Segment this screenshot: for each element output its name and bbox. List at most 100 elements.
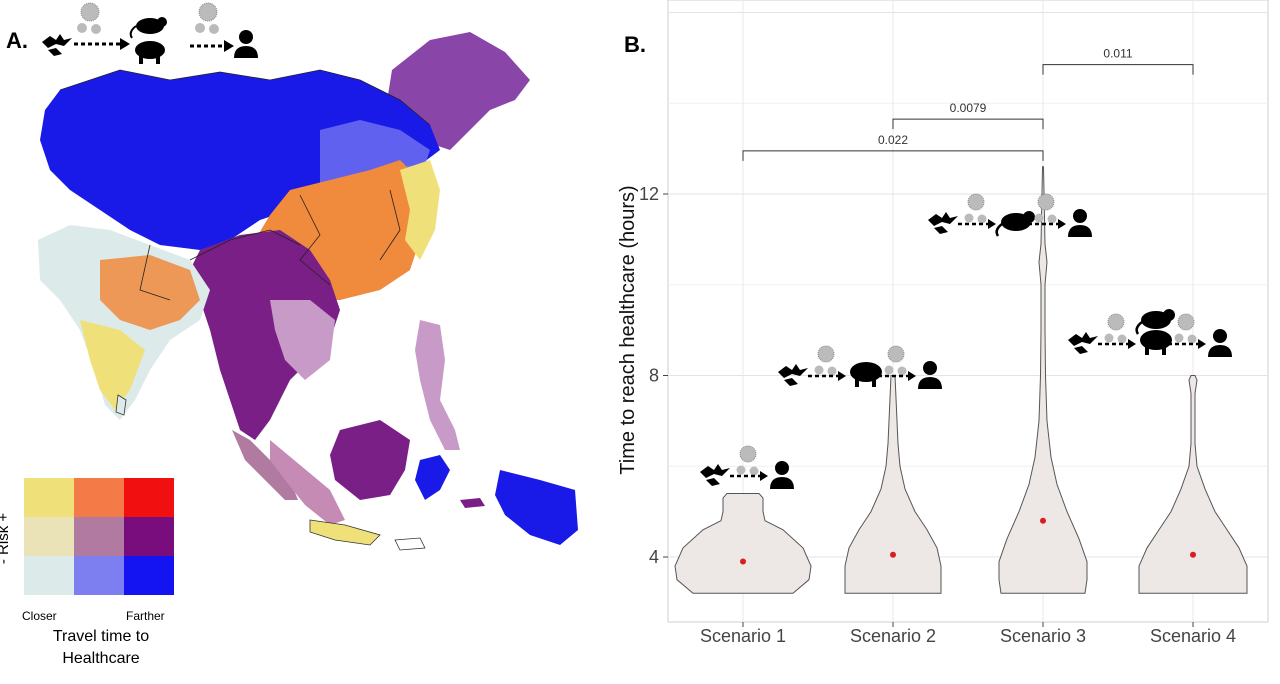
map-region-indochina: [270, 300, 335, 380]
virus-shape: [964, 213, 974, 223]
panel-b: B. 0.022 0.0079 0.011 4 8 12 Scenario 1 Scenar…: [600, 0, 1280, 684]
human-icon: [1068, 209, 1092, 237]
virus-icon: [1034, 193, 1057, 224]
bat-icon: [928, 212, 958, 234]
virus-shape: [739, 445, 757, 463]
virus-shape: [1034, 213, 1044, 223]
significance-label: 0.011: [1103, 47, 1132, 61]
legend-closer-label: Closer: [22, 609, 57, 623]
map-region-sulawesi: [415, 455, 450, 500]
legend-risk-label: - Risk +: [0, 513, 13, 564]
map-region-india-risk: [100, 255, 200, 330]
bat-shape: [778, 364, 808, 386]
human-shape: [1073, 209, 1087, 223]
map-region-sri-lanka: [115, 394, 127, 416]
pig-shape: [1140, 330, 1172, 350]
human-shape: [775, 461, 789, 475]
pig-icon: [850, 362, 882, 387]
human-shape: [770, 477, 794, 489]
violin-1: [674, 492, 812, 594]
virus-shape: [1104, 333, 1114, 343]
arrow-head: [988, 219, 996, 229]
virus-icon: [814, 345, 837, 376]
virus-icon: [1104, 313, 1127, 344]
arrow-head: [908, 371, 916, 381]
legend-farther-label: Farther: [126, 609, 165, 623]
virus-shape: [884, 365, 894, 375]
map-region-java: [309, 519, 381, 546]
country-borders: [59, 69, 431, 301]
legend-title: Travel time to Healthcare: [16, 626, 186, 670]
map-region-islands: [394, 537, 426, 551]
asia-risk-map: [38, 32, 578, 551]
arrow-icon: [190, 40, 234, 52]
panel-a-label: A.: [6, 28, 28, 53]
rat-shape: [1135, 321, 1143, 335]
virus-shape: [887, 345, 905, 363]
mean-point: [890, 551, 896, 558]
violin-4: [1138, 375, 1248, 594]
violin-3: [998, 166, 1088, 594]
pig-shape: [855, 378, 859, 387]
arrow-head: [760, 471, 768, 481]
pig-icon: [135, 41, 165, 64]
y-tick-label: 12: [639, 184, 659, 204]
legend-cell: [24, 478, 74, 517]
x-tick-label: Scenario 1: [700, 626, 786, 646]
rat-icon: [1135, 309, 1175, 335]
panel-a-pathway: [42, 2, 258, 64]
mean-point: [740, 558, 746, 565]
virus-shape: [817, 345, 835, 363]
legend-cell: [24, 517, 74, 556]
map-region-borneo: [330, 420, 410, 500]
violin-layer: [674, 166, 1248, 594]
virus-shape: [1107, 313, 1125, 331]
human-icon: [1208, 329, 1232, 357]
map-region-coastal-china: [400, 160, 440, 260]
rat-icon: [995, 211, 1035, 237]
virus-shape: [814, 365, 824, 375]
bat-icon: [42, 34, 72, 56]
map-region-southeast-asia: [190, 230, 340, 440]
significance-bracket: [742, 150, 1044, 161]
virus-icon: [884, 345, 907, 376]
virus-icon: [195, 2, 219, 34]
virus-icon: [77, 2, 101, 34]
rat-shape: [1023, 211, 1035, 223]
rat-icon: [129, 17, 167, 39]
virus-icon: [964, 193, 987, 224]
map-region-malay-peninsula: [232, 430, 298, 500]
x-tick-label: Scenario 2: [850, 626, 936, 646]
map-region-sumatra: [270, 440, 345, 525]
virus-shape: [827, 366, 837, 376]
legend-cell: [124, 478, 174, 517]
bat-icon: [700, 464, 730, 486]
bat-shape: [928, 212, 958, 234]
pathway-icon-layer: [700, 193, 1232, 489]
virus-shape: [736, 465, 746, 475]
virus-shape: [1047, 214, 1057, 224]
plot-border: [667, 0, 1269, 623]
mean-point: [1040, 517, 1046, 524]
y-tick-label: 4: [649, 547, 659, 567]
legend-cell: [74, 556, 124, 595]
virus-shape: [1174, 333, 1184, 343]
y-axis-label: Time to reach healthcare (hours): [617, 185, 639, 474]
virus-shape: [1037, 193, 1055, 211]
human-shape: [1208, 345, 1232, 357]
legend-title-line2: Healthcare: [62, 650, 140, 667]
panel-b-label: B.: [624, 32, 646, 57]
human-shape: [923, 361, 937, 375]
legend-cell: [74, 517, 124, 556]
virus-shape: [749, 466, 759, 476]
pig-shape: [1145, 346, 1149, 355]
virus-shape: [967, 193, 985, 211]
legend-title-line1: Travel time to: [52, 628, 150, 645]
significance-label: 0.022: [878, 133, 908, 147]
arrow-head: [838, 371, 846, 381]
arrow-head: [1128, 339, 1136, 349]
significance-bracket: [1042, 64, 1194, 75]
arrow-icon: [74, 38, 130, 50]
human-icon: [234, 30, 258, 58]
panel-a: A.: [0, 0, 600, 684]
